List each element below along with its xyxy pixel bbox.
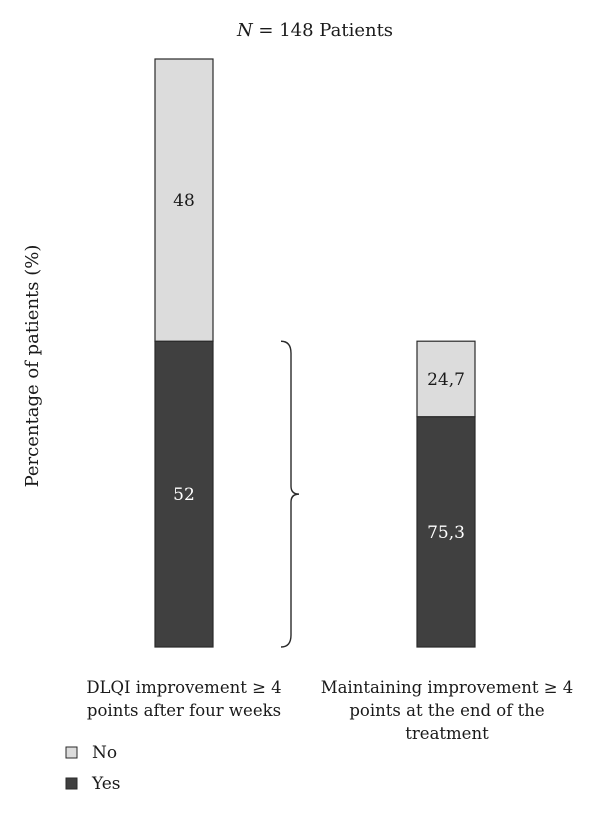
legend-label-yes: Yes [91,774,121,794]
chart-title-prefix: N [236,20,254,41]
legend-swatch-no [65,746,78,759]
category-label-1-line-2: points after four weeks [87,701,281,720]
category-label-2-line-1: Maintaining improvement ≥ 4 [321,678,574,697]
bracket [280,340,300,648]
bars-group: 52 48 75,3 24,7 [154,58,476,648]
legend-label-no: No [92,743,117,763]
category-label-2-line-3: treatment [405,724,489,743]
bar-yes-1 [154,340,214,648]
bar-no-1 [154,58,214,342]
bar-no-2 [416,340,476,418]
chart-title-suffix: = 148 Patients [253,20,393,41]
bracket-group [280,340,300,648]
legend-swatch-yes [65,777,78,790]
data-label-no-2: 24,7 [427,370,465,390]
chart-title: N = 148 Patients [236,20,393,41]
category-labels: DLQI improvement ≥ 4 points after four we… [86,678,573,743]
category-label-2-line-2: points at the end of the [349,701,544,720]
legend: No Yes [65,743,121,794]
y-axis-label: Percentage of patients (%) [22,245,43,488]
category-label-1-line-1: DLQI improvement ≥ 4 [86,678,281,697]
data-label-yes-2: 75,3 [427,523,465,543]
data-label-no-1: 48 [173,191,195,211]
data-label-yes-1: 52 [173,485,195,505]
